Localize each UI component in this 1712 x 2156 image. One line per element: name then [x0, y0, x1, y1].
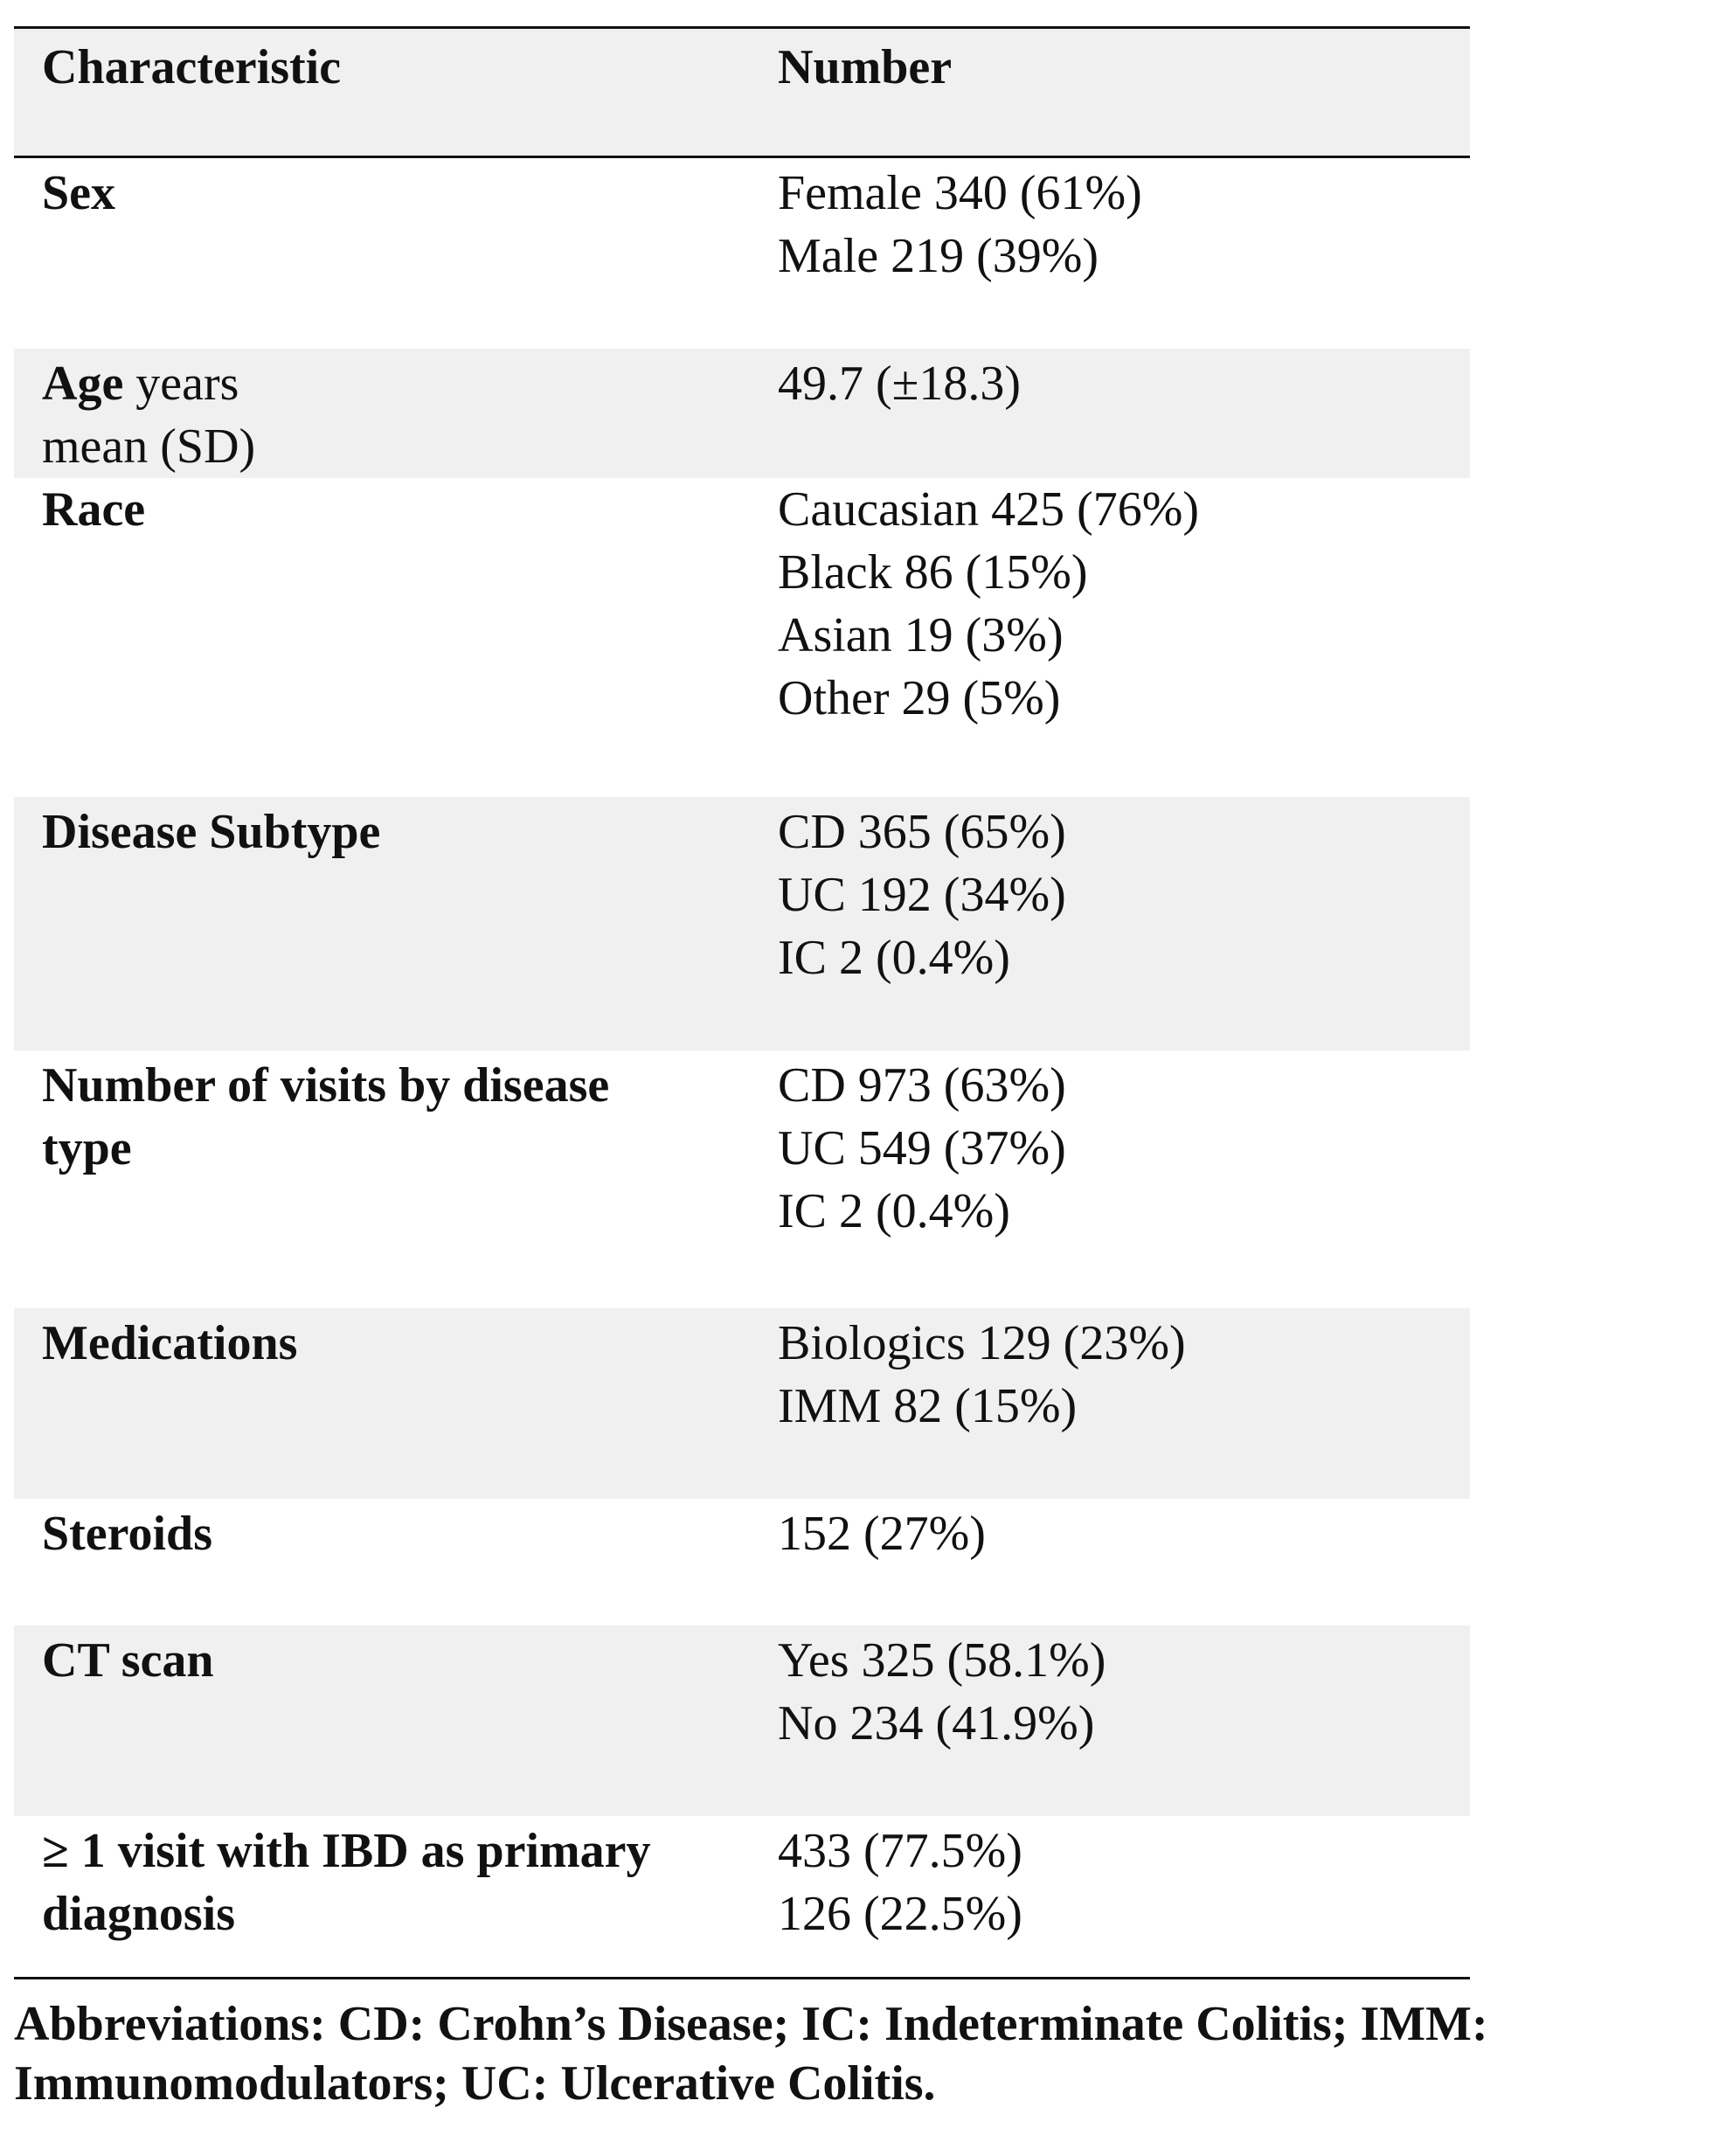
row-label: Number of visits by disease type	[14, 1050, 778, 1308]
table-bottom-rule	[14, 1977, 1470, 1979]
row-value: 433 (77.5%)	[778, 1824, 1022, 1878]
row-label: Race	[14, 478, 778, 797]
row-label-bold: Number of visits by disease	[42, 1058, 610, 1113]
table-header-row: Characteristic Number	[14, 29, 1470, 156]
row-label-line2: mean (SD)	[42, 419, 256, 474]
row-value: No 234 (41.9%)	[778, 1696, 1095, 1750]
row-label: Age years mean (SD)	[14, 349, 778, 478]
abbreviations-footnote: Abbreviations: CD: Crohn’s Disease; IC: …	[14, 1994, 1701, 2113]
header-characteristic: Characteristic	[42, 40, 342, 94]
row-label-rest: years	[123, 357, 239, 411]
row-value: CD 365 (65%)	[778, 805, 1066, 859]
row-value: Asian 19 (3%)	[778, 608, 1064, 662]
header-rule	[14, 156, 1470, 158]
row-label: Steroids	[14, 1499, 778, 1626]
row-label: Sex	[14, 158, 778, 349]
row-value: Female 340 (61%)	[778, 166, 1142, 220]
characteristics-table: Characteristic Number Sex Female 340 (61…	[14, 26, 1470, 1969]
row-values: 49.7 (±18.3)	[778, 349, 1470, 478]
table-row-visits: Number of visits by disease type CD 973 …	[14, 1050, 1470, 1308]
row-label: Medications	[14, 1308, 778, 1499]
footnote-line1: Abbreviations: CD: Crohn’s Disease; IC: …	[14, 1997, 1488, 2051]
table-row-age: Age years mean (SD) 49.7 (±18.3)	[14, 349, 1470, 478]
table-row-medications: Medications Biologics 129 (23%) IMM 82 (…	[14, 1308, 1470, 1499]
footnote-line2: Immunomodulators; UC: Ulcerative Colitis…	[14, 2056, 936, 2111]
row-label-bold: Disease Subtype	[42, 805, 381, 859]
row-value: IMM 82 (15%)	[778, 1379, 1078, 1433]
row-label: ≥ 1 visit with IBD as primary diagnosis	[14, 1816, 778, 1969]
row-values: 152 (27%)	[778, 1499, 1470, 1626]
row-label-bold: CT scan	[42, 1633, 214, 1688]
row-values: Caucasian 425 (76%) Black 86 (15%) Asian…	[778, 478, 1470, 797]
row-value: Caucasian 425 (76%)	[778, 482, 1200, 537]
row-values: CD 365 (65%) UC 192 (34%) IC 2 (0.4%)	[778, 797, 1470, 1050]
table-row-race: Race Caucasian 425 (76%) Black 86 (15%) …	[14, 478, 1470, 797]
table-row-ibd-primary: ≥ 1 visit with IBD as primary diagnosis …	[14, 1816, 1470, 1969]
row-value: UC 192 (34%)	[778, 868, 1066, 922]
row-values: Biologics 129 (23%) IMM 82 (15%)	[778, 1308, 1470, 1499]
row-values: Yes 325 (58.1%) No 234 (41.9%)	[778, 1626, 1470, 1816]
row-value: IC 2 (0.4%)	[778, 931, 1010, 985]
table-row-sex: Sex Female 340 (61%) Male 219 (39%)	[14, 158, 1470, 349]
row-label-line2: diagnosis	[42, 1887, 235, 1941]
row-value: Male 219 (39%)	[778, 229, 1099, 283]
row-label: Disease Subtype	[14, 797, 778, 1050]
row-value: UC 549 (37%)	[778, 1121, 1066, 1175]
row-value: Black 86 (15%)	[778, 545, 1088, 600]
header-number: Number	[778, 40, 953, 94]
row-value: 126 (22.5%)	[778, 1887, 1022, 1941]
table-top-rule	[14, 26, 1470, 29]
row-value: Other 29 (5%)	[778, 671, 1061, 725]
row-value: IC 2 (0.4%)	[778, 1184, 1010, 1238]
table-row-ct-scan: CT scan Yes 325 (58.1%) No 234 (41.9%)	[14, 1626, 1470, 1816]
row-values: CD 973 (63%) UC 549 (37%) IC 2 (0.4%)	[778, 1050, 1470, 1308]
row-value: Yes 325 (58.1%)	[778, 1633, 1106, 1688]
row-values: 433 (77.5%) 126 (22.5%)	[778, 1816, 1470, 1969]
row-label-bold: Age	[42, 357, 124, 411]
row-label-line2: type	[42, 1121, 132, 1175]
row-values: Female 340 (61%) Male 219 (39%)	[778, 158, 1470, 349]
row-label: CT scan	[14, 1626, 778, 1816]
row-label-bold: Steroids	[42, 1507, 212, 1561]
row-value: 152 (27%)	[778, 1507, 986, 1561]
row-value: 49.7 (±18.3)	[778, 357, 1022, 411]
table-row-disease-subtype: Disease Subtype CD 365 (65%) UC 192 (34%…	[14, 797, 1470, 1050]
row-value: Biologics 129 (23%)	[778, 1316, 1186, 1370]
row-label-bold: Medications	[42, 1316, 298, 1370]
row-value: CD 973 (63%)	[778, 1058, 1066, 1113]
row-label-bold: Race	[42, 482, 146, 537]
row-label-bold: Sex	[42, 166, 115, 220]
table-row-steroids: Steroids 152 (27%)	[14, 1499, 1470, 1626]
row-label-bold: ≥ 1 visit with IBD as primary	[42, 1824, 651, 1878]
